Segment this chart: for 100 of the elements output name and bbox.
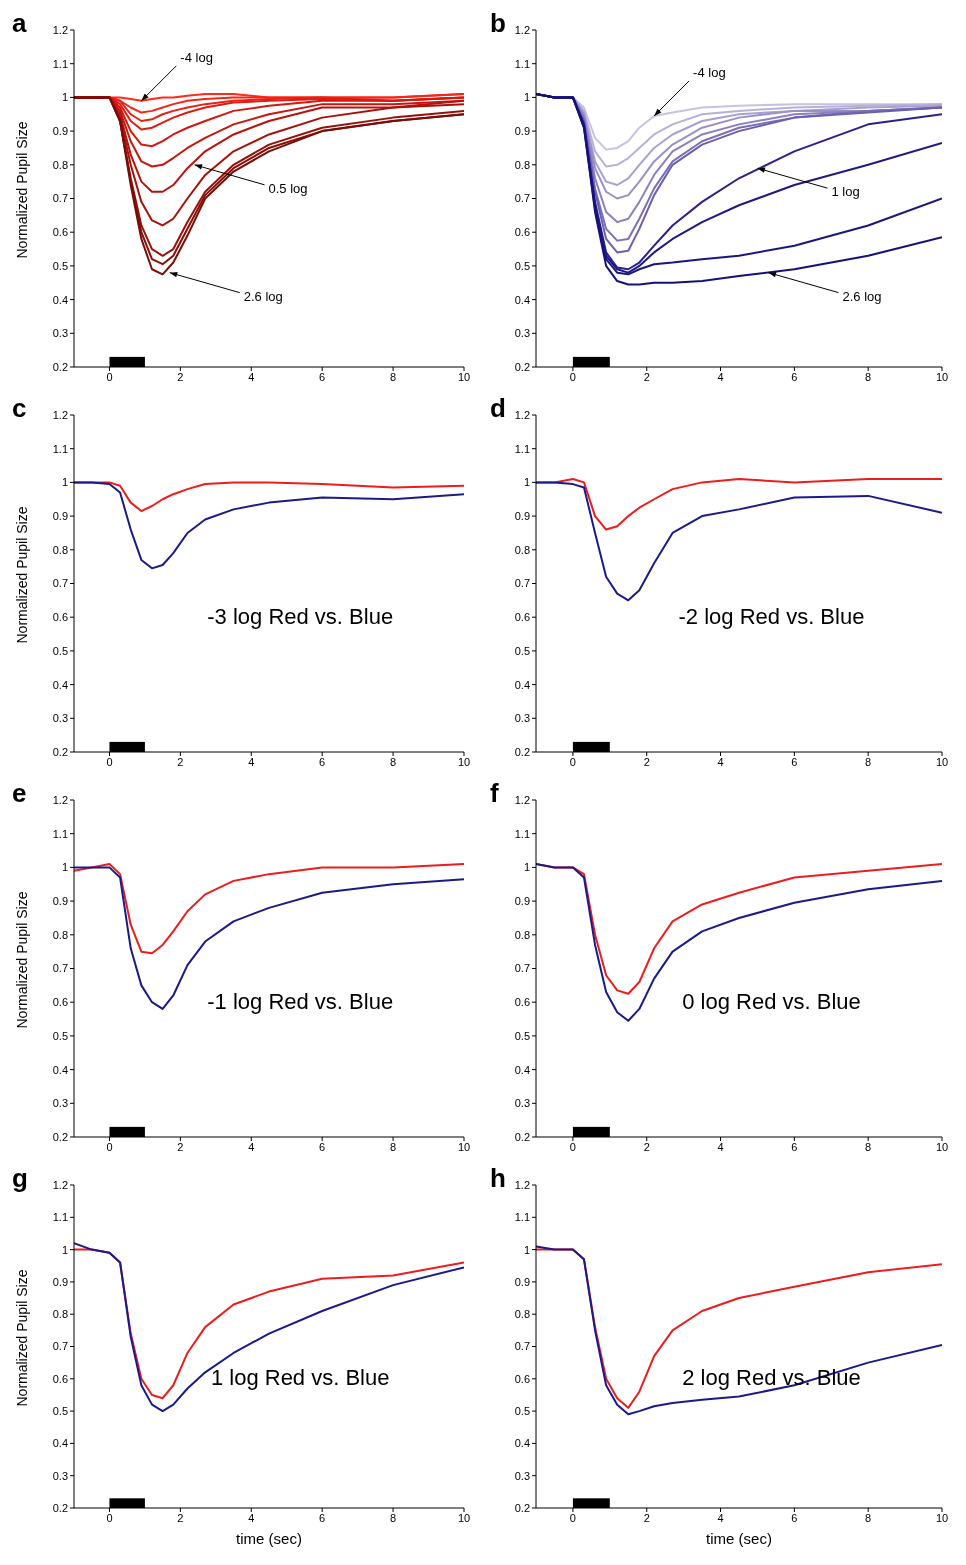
y-tick-label: 0.2 xyxy=(514,1501,530,1514)
y-tick-label: 0.2 xyxy=(514,360,530,373)
chart-title: h xyxy=(490,1163,506,1194)
x-tick-label: 2 xyxy=(643,1140,650,1153)
y-tick-label: 1.1 xyxy=(514,57,530,70)
y-tick-label: 0.6 xyxy=(52,996,68,1009)
x-tick-label: 10 xyxy=(457,755,471,768)
y-tick-label: 0.8 xyxy=(514,158,530,171)
x-tick-label: 4 xyxy=(248,1140,255,1153)
y-tick-label: 0.8 xyxy=(52,158,68,171)
x-tick-label: 8 xyxy=(390,1511,397,1524)
x-axis-title: time (sec) xyxy=(236,1530,302,1547)
x-tick-label: 2 xyxy=(643,755,650,768)
x-tick-label: 10 xyxy=(935,1140,949,1153)
y-tick-label: 0.6 xyxy=(514,996,530,1009)
x-tick-label: 10 xyxy=(457,1511,471,1524)
y-tick-label: 0.9 xyxy=(514,895,530,908)
y-tick-label: 1.2 xyxy=(52,793,68,806)
y-tick-label: 0.5 xyxy=(52,644,68,657)
annotation: -3 log Red vs. Blue xyxy=(207,603,394,629)
x-tick-label: 2 xyxy=(177,755,184,768)
x-tick-label: 6 xyxy=(791,1511,798,1524)
x-tick-label: 4 xyxy=(717,370,724,383)
y-tick-label: 0.2 xyxy=(52,360,68,373)
y-tick-label: 1.2 xyxy=(52,1178,68,1191)
x-tick-label: 2 xyxy=(177,1140,184,1153)
y-tick-label: 0.4 xyxy=(514,1063,530,1076)
y-tick-label: 0.9 xyxy=(514,1275,530,1288)
x-tick-label: 8 xyxy=(865,370,872,383)
y-tick-label: 0.2 xyxy=(514,745,530,758)
annotation: 2.6 log xyxy=(243,288,283,304)
x-tick-label: 0 xyxy=(106,755,113,768)
x-tick-label: 0 xyxy=(106,370,113,383)
y-tick-label: 1 xyxy=(61,476,68,489)
x-tick-label: 8 xyxy=(865,1511,872,1524)
y-tick-label: 0.3 xyxy=(52,327,68,340)
y-tick-label: 0.5 xyxy=(52,259,68,272)
y-tick-label: 1.2 xyxy=(514,793,530,806)
y-axis-title: Normalized Pupil Size xyxy=(13,891,30,1029)
x-tick-label: 10 xyxy=(457,370,471,383)
chart-title: f xyxy=(490,778,499,809)
x-tick-label: 6 xyxy=(319,1511,326,1524)
chart-title: g xyxy=(12,1163,28,1194)
y-tick-label: 0.7 xyxy=(514,1340,530,1353)
y-tick-label: 0.2 xyxy=(514,1130,530,1143)
y-tick-label: 0.7 xyxy=(52,577,68,590)
annotation: 1 log xyxy=(831,184,860,200)
y-tick-label: 1.1 xyxy=(514,1211,530,1224)
y-tick-label: 0.8 xyxy=(514,543,530,556)
annotation: -2 log Red vs. Blue xyxy=(678,603,865,629)
x-tick-label: 4 xyxy=(717,755,724,768)
y-tick-label: 0.6 xyxy=(52,1372,68,1385)
y-tick-label: 0.6 xyxy=(514,611,530,624)
x-tick-label: 10 xyxy=(457,1140,471,1153)
y-tick-label: 1.2 xyxy=(514,23,530,36)
annotation: -4 log xyxy=(180,49,213,65)
y-tick-label: 0.5 xyxy=(514,259,530,272)
x-tick-label: 4 xyxy=(248,1511,255,1524)
y-tick-label: 0.4 xyxy=(514,293,530,306)
y-tick-label: 0.3 xyxy=(514,712,530,725)
y-axis-title: Normalized Pupil Size xyxy=(13,1269,30,1407)
annotation: 0.5 log xyxy=(268,180,308,196)
y-tick-label: 1.2 xyxy=(52,23,68,36)
y-tick-label: 0.2 xyxy=(52,1130,68,1143)
y-tick-label: 1 xyxy=(61,861,68,874)
y-tick-label: 0.9 xyxy=(52,895,68,908)
y-tick-label: 0.9 xyxy=(514,510,530,523)
y-tick-label: 0.3 xyxy=(514,1097,530,1110)
chart-title: d xyxy=(490,393,506,424)
y-tick-label: 1 xyxy=(61,1243,68,1256)
y-tick-label: 0.7 xyxy=(52,192,68,205)
y-tick-label: 0.4 xyxy=(52,678,68,691)
y-tick-label: 0.2 xyxy=(52,745,68,758)
y-tick-label: 0.9 xyxy=(514,125,530,138)
y-tick-label: 0.5 xyxy=(514,1029,530,1042)
y-tick-label: 0.8 xyxy=(52,928,68,941)
y-tick-label: 0.2 xyxy=(52,1501,68,1514)
x-tick-label: 6 xyxy=(791,370,798,383)
x-tick-label: 6 xyxy=(319,755,326,768)
x-tick-label: 8 xyxy=(390,755,397,768)
y-tick-label: 1.2 xyxy=(52,408,68,421)
y-tick-label: 1 xyxy=(523,476,530,489)
y-tick-label: 0.3 xyxy=(514,327,530,340)
x-tick-label: 6 xyxy=(319,1140,326,1153)
x-tick-label: 0 xyxy=(106,1511,113,1524)
y-tick-label: 0.4 xyxy=(52,1437,68,1450)
chart-title: e xyxy=(12,778,27,809)
y-tick-label: 0.7 xyxy=(514,577,530,590)
y-tick-label: 0.4 xyxy=(514,1437,530,1450)
y-tick-label: 0.8 xyxy=(514,1308,530,1321)
y-tick-label: 1.2 xyxy=(514,1178,530,1191)
y-tick-label: 0.8 xyxy=(52,543,68,556)
x-tick-label: 6 xyxy=(319,370,326,383)
x-tick-label: 0 xyxy=(106,1140,113,1153)
y-tick-label: 1.1 xyxy=(52,57,68,70)
x-tick-label: 2 xyxy=(177,370,184,383)
y-tick-label: 0.4 xyxy=(52,293,68,306)
x-tick-label: 10 xyxy=(935,370,949,383)
y-tick-label: 0.6 xyxy=(52,226,68,239)
annotation: 1 log Red vs. Blue xyxy=(210,1365,390,1391)
